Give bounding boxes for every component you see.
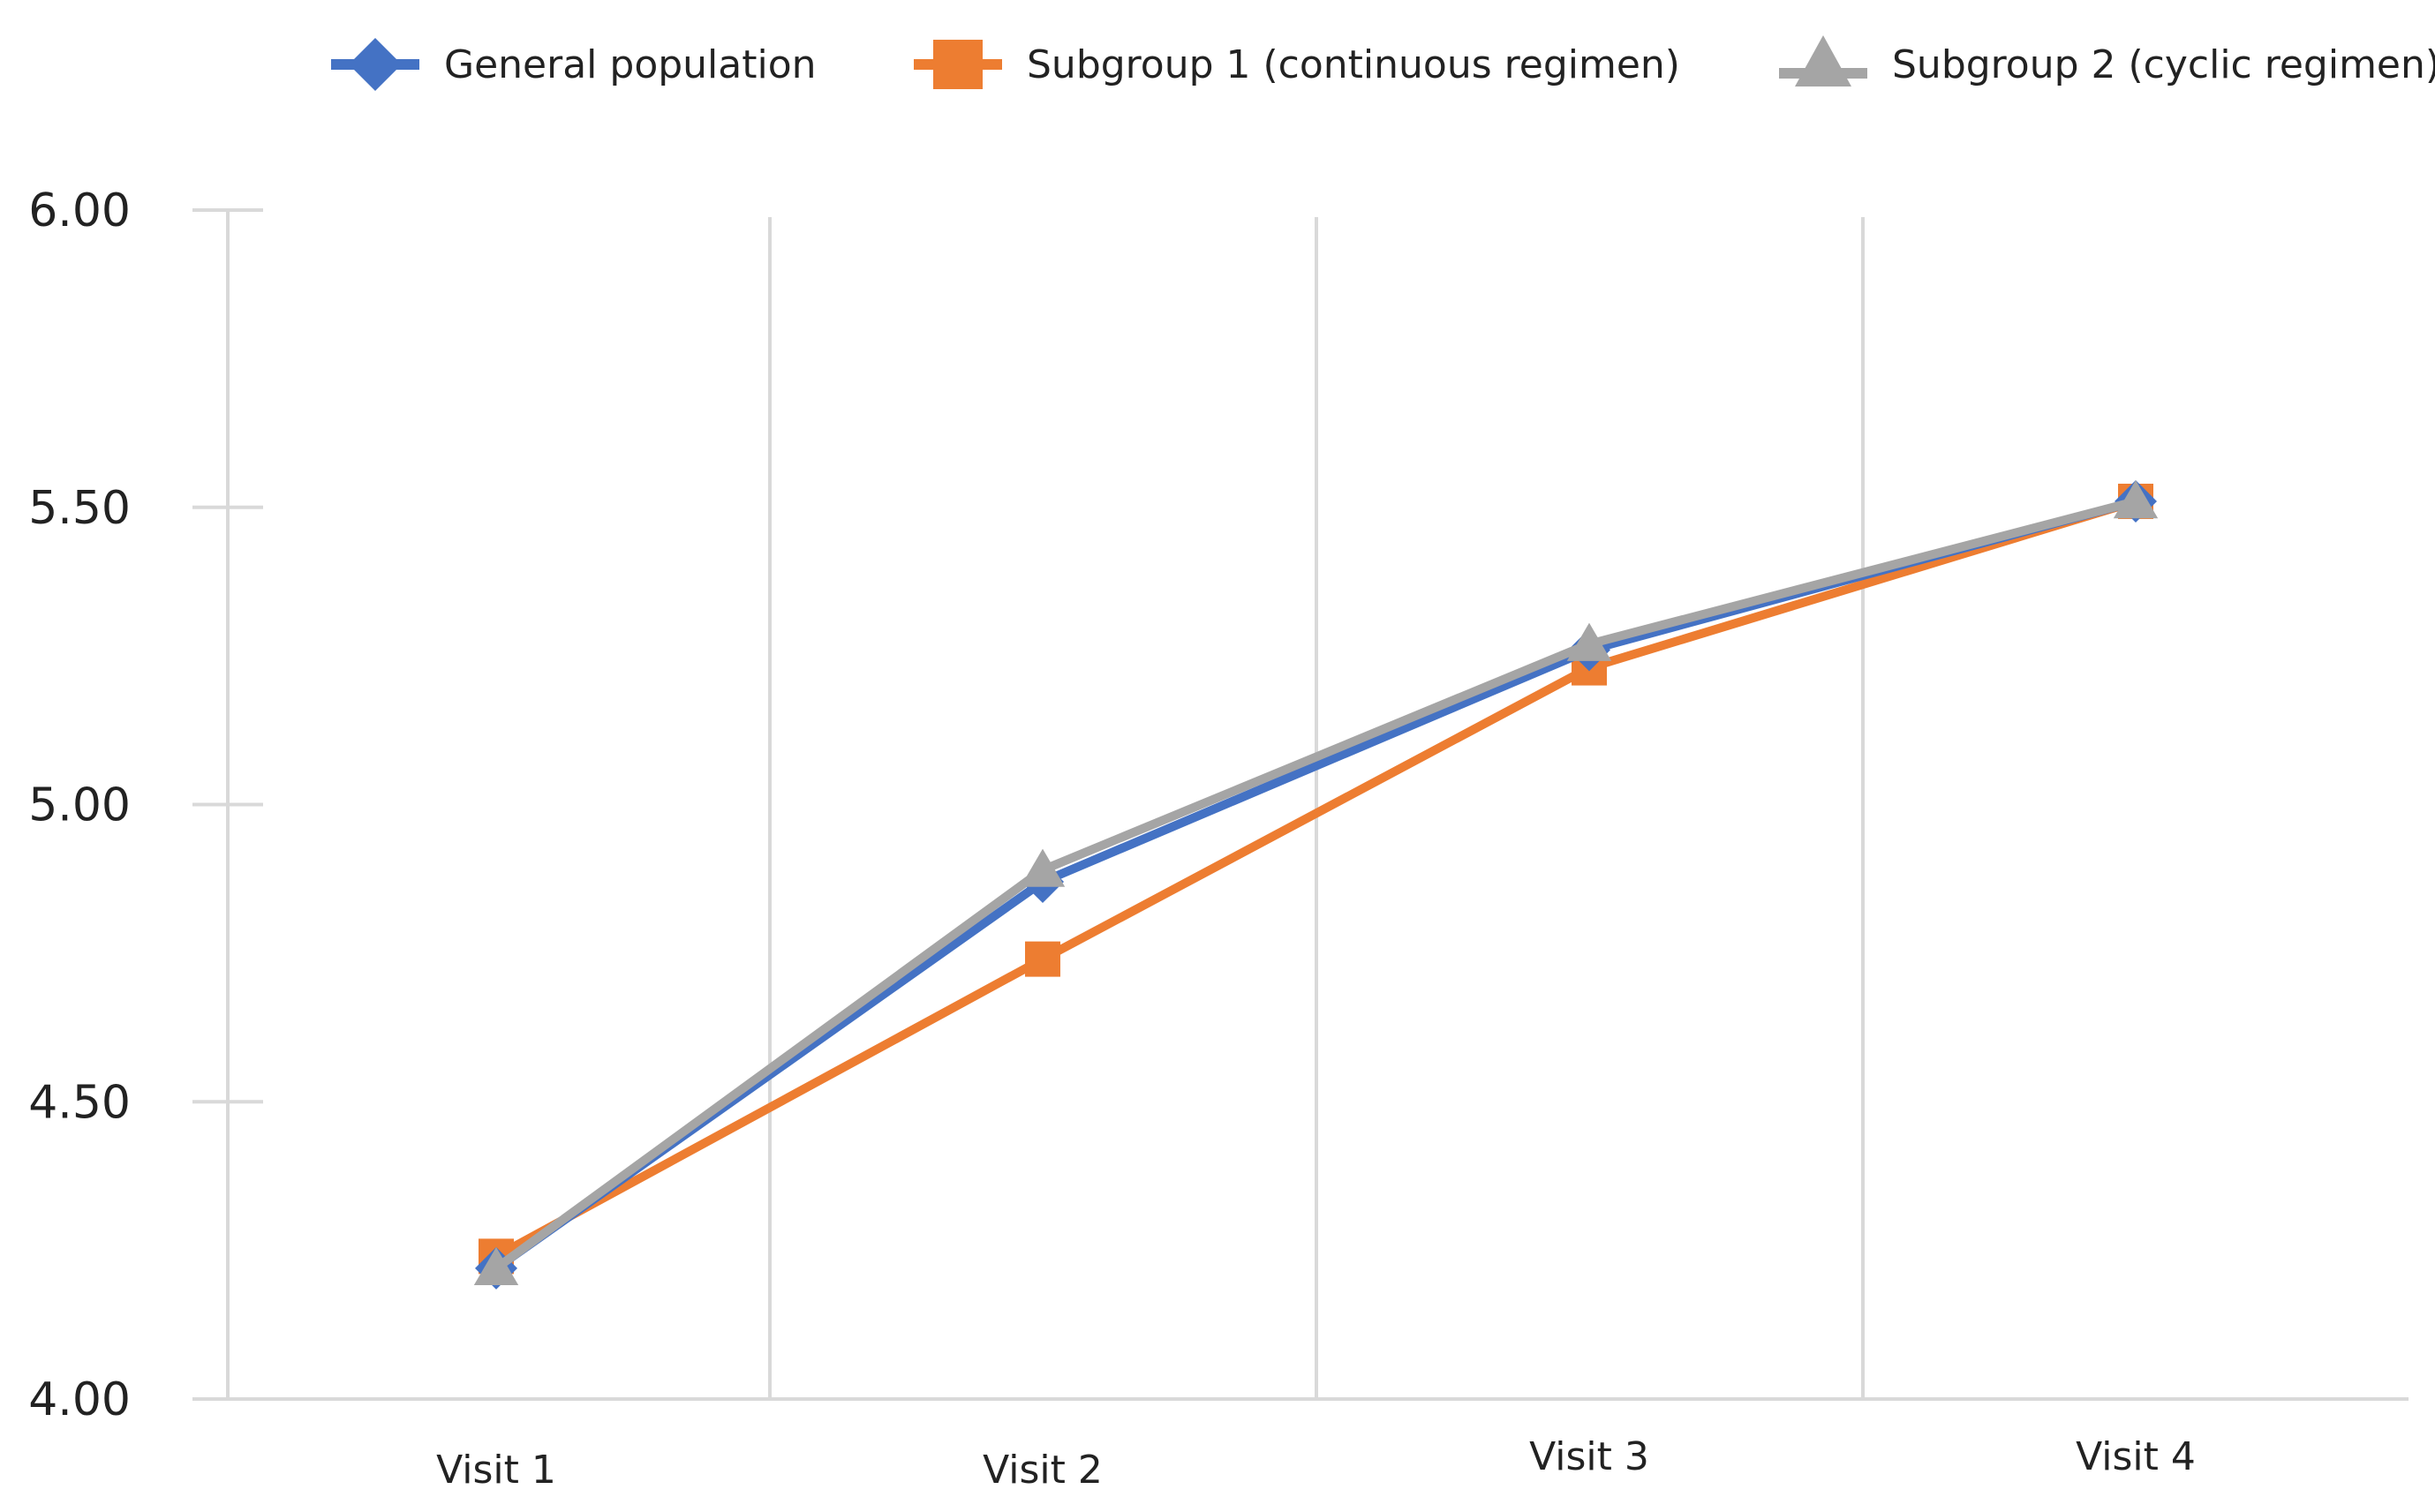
grid-layer bbox=[768, 217, 1865, 1399]
y-tick-label: 5.00 bbox=[28, 779, 131, 832]
y-tick-label: 6.00 bbox=[28, 184, 131, 237]
series-layer bbox=[473, 480, 2159, 1290]
series-line-3 bbox=[494, 497, 2137, 1272]
data-point-s3-1 bbox=[473, 1246, 519, 1286]
y-tick-label: 4.00 bbox=[28, 1373, 131, 1426]
legend-swatch-square-icon bbox=[914, 40, 1002, 89]
x-tick-label: Visit 1 bbox=[436, 1448, 556, 1493]
axis-layer bbox=[192, 208, 2409, 1401]
x-tick-label: Visit 4 bbox=[2076, 1434, 2196, 1479]
series-line-2 bbox=[494, 497, 2137, 1260]
legend-item-subgroup-1: Subgroup 1 (continuous regimen) bbox=[914, 34, 1680, 95]
data-point-s2-2 bbox=[1025, 941, 1060, 977]
legend-label: Subgroup 1 (continuous regimen) bbox=[1027, 41, 1680, 87]
legend-label: General population bbox=[444, 41, 817, 87]
legend-item-general-population: General population bbox=[331, 34, 817, 95]
x-tick-label: Visit 2 bbox=[983, 1448, 1103, 1493]
data-point-s3-3 bbox=[1566, 622, 1612, 661]
data-point-s3-4 bbox=[2113, 480, 2159, 519]
y-tick-label: 5.50 bbox=[28, 482, 131, 535]
label-layer: 4.00 4.50 5.00 5.50 6.00 Visit 1 Visit 2 Visit … bbox=[28, 184, 2196, 1493]
legend-swatch-triangle-icon bbox=[1779, 35, 1867, 87]
y-tick-label: 4.50 bbox=[28, 1076, 131, 1129]
legend-swatch-diamond-icon bbox=[331, 38, 419, 91]
x-tick-label: Visit 3 bbox=[1529, 1434, 1649, 1479]
legend-label: Subgroup 2 (cyclic regimen) bbox=[1892, 41, 2435, 87]
legend-item-subgroup-2: Subgroup 2 (cyclic regimen) bbox=[1779, 34, 2435, 95]
data-point-s3-2 bbox=[1020, 848, 1066, 887]
